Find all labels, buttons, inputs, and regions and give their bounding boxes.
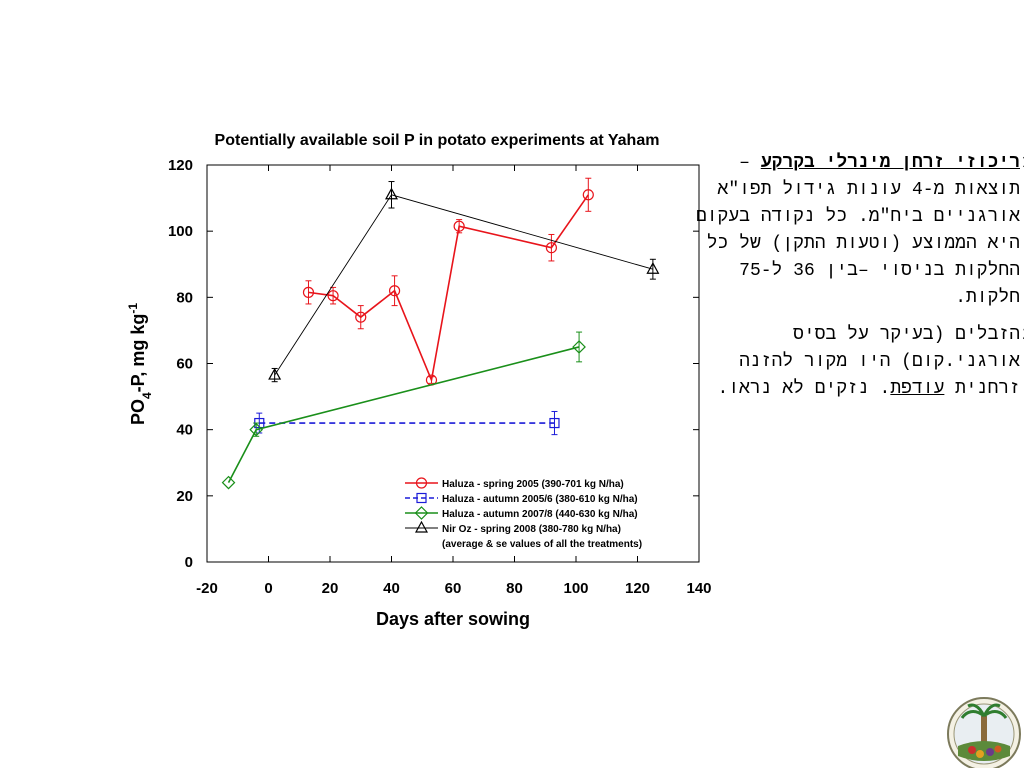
legend-marker xyxy=(416,492,427,504)
x-tick-label: 100 xyxy=(563,580,588,597)
note-text-2b: . נזקים לא נראו. xyxy=(717,379,891,399)
legend: Haluza - spring 2005 (390-701 kg N/ha) Ha… xyxy=(400,474,675,554)
data-point xyxy=(302,286,315,298)
x-tick-label: 60 xyxy=(445,580,462,597)
emblem-seal-icon xyxy=(947,697,1021,768)
data-point xyxy=(453,220,465,232)
x-tick-label: 0 xyxy=(264,580,272,597)
data-point xyxy=(221,475,236,490)
note-body-1: ריכוזי זרחן מינרלי בקרקע – תוצאות מ-4 עו… xyxy=(690,150,1020,312)
series-4 xyxy=(268,181,660,383)
data-point xyxy=(327,290,339,302)
y-axis-title-sup: -1 xyxy=(126,303,140,314)
y-tick-label: 20 xyxy=(176,488,193,505)
note-underlined-2: עודפת xyxy=(890,379,945,399)
note-body-2: הזבלים (בעיקר על בסיס אורגני.קום) היו מק… xyxy=(690,322,1020,403)
y-tick-label: 40 xyxy=(176,422,193,439)
y-axis-title-mid: -P, mg kg xyxy=(128,314,148,393)
legend-label: Haluza - spring 2005 (390-701 kg N/ha) xyxy=(442,479,624,490)
data-point xyxy=(384,187,399,200)
legend-label: Haluza - autumn 2007/8 (440-630 kg N/ha) xyxy=(442,509,638,520)
legend-marker xyxy=(414,520,429,533)
data-point xyxy=(388,285,401,297)
series-line xyxy=(227,346,580,483)
data-point xyxy=(249,422,264,437)
x-tick-label: 80 xyxy=(506,580,523,597)
legend-label: Haluza - autumn 2005/6 (380-610 kg N/ha) xyxy=(442,494,638,505)
series-2 xyxy=(254,410,560,436)
legend-marker xyxy=(414,506,429,520)
note-text-1: – תוצאות מ-4 עונות גידול תפו"א אורגניים … xyxy=(695,153,1020,308)
data-point xyxy=(572,340,586,354)
data-point xyxy=(646,261,660,274)
y-tick-label: 120 xyxy=(168,157,193,174)
data-point xyxy=(549,417,560,429)
y-axis-title-sub: 4 xyxy=(140,392,154,399)
x-tick-label: 40 xyxy=(383,580,400,597)
note-text-2a: הזבלים (בעיקר על בסיס אורגני.קום) היו מק… xyxy=(739,325,1020,399)
y-tick-label: 60 xyxy=(176,356,193,373)
x-tick-label: 20 xyxy=(322,580,339,597)
x-tick-label: -20 xyxy=(196,580,218,597)
legend-label: Nir Oz - spring 2008 (380-780 kg N/ha) xyxy=(442,524,621,535)
series-3 xyxy=(221,331,586,490)
data-point xyxy=(545,242,558,254)
data-point xyxy=(582,189,594,201)
y-tick-label: 0 xyxy=(185,554,193,571)
data-point xyxy=(355,311,367,323)
x-axis-title: Days after sowing xyxy=(376,609,530,629)
series-1 xyxy=(302,177,594,386)
chart-title: Potentially available soil P in potato e… xyxy=(215,132,660,149)
note-item-2: 2. הזבלים (בעיקר על בסיס אורגני.קום) היו… xyxy=(690,322,1024,403)
y-tick-label: 100 xyxy=(168,223,193,240)
series-layer xyxy=(221,177,660,490)
legend-marker xyxy=(415,477,428,489)
notes-panel: 1. ריכוזי זרחן מינרלי בקרקע – תוצאות מ-4… xyxy=(690,150,1024,403)
note-number-1: 1. xyxy=(1022,150,1024,177)
x-tick-label: 120 xyxy=(625,580,650,597)
legend-note: (average & se values of all the treatmen… xyxy=(442,539,642,550)
data-point xyxy=(268,367,282,380)
series-line xyxy=(308,194,589,383)
note-highlight-1: ריכוזי זרחן מינרלי בקרקע xyxy=(760,153,1020,173)
y-axis-title: PO4-P, mg kg-1 xyxy=(126,303,154,425)
x-tick-label: 140 xyxy=(686,580,711,597)
series-line xyxy=(274,194,653,376)
y-axis-title-main: PO xyxy=(128,399,148,425)
y-tick-label: 80 xyxy=(176,289,193,306)
note-number-2: 2. xyxy=(1022,322,1024,349)
note-item-1: 1. ריכוזי זרחן מינרלי בקרקע – תוצאות מ-4… xyxy=(690,150,1024,312)
